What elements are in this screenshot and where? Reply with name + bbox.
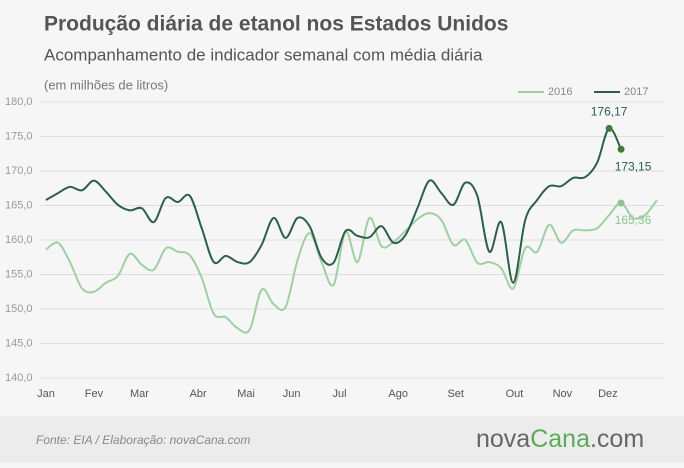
chart-title: Produção diária de etanol nos Estados Un… (44, 13, 508, 36)
legend-label: 2016 (548, 86, 572, 98)
y-tick-label: 145,0 (5, 337, 33, 349)
x-tick-label: Jun (283, 388, 301, 400)
y-tick-label: 165,0 (5, 199, 33, 211)
x-tick-label: Set (447, 388, 464, 400)
point-label: 173,15 (615, 159, 652, 173)
legend-label: 2017 (624, 86, 648, 98)
x-tick-label: Abr (190, 388, 207, 400)
y-tick-label: 170,0 (5, 165, 33, 177)
x-tick-label: Fev (85, 388, 104, 400)
point-label: 176,17 (591, 105, 628, 119)
logo: novaCana.com (476, 425, 644, 453)
y-tick-label: 140,0 (5, 372, 33, 384)
logo-part: .com (590, 425, 644, 453)
highlight-point (617, 145, 625, 153)
y-tick-label: 180,0 (5, 96, 33, 108)
y-tick-label: 155,0 (5, 268, 33, 280)
series-line (45, 199, 658, 334)
x-tick-label: Ago (388, 388, 408, 400)
x-tick-label: Jul (332, 388, 346, 400)
logo-part: Cana (530, 425, 590, 453)
y-tick-label: 175,0 (5, 130, 33, 142)
point-label: 165,36 (615, 213, 652, 227)
unit-note: (em milhões de litros) (44, 77, 168, 92)
x-tick-label: Dez (598, 388, 618, 400)
series-line (45, 127, 622, 284)
source: Fonte: EIA / Elaboração: novaCana.com (36, 433, 250, 447)
y-tick-label: 150,0 (5, 303, 33, 315)
x-tick-label: Mai (237, 388, 255, 400)
chart-subtitle: Acompanhamento de indicador semanal com … (44, 45, 483, 64)
x-tick-label: Mar (130, 388, 149, 400)
highlight-point (605, 124, 613, 132)
x-tick-label: Out (506, 388, 524, 400)
logo-part: nova (476, 425, 530, 453)
highlight-point (617, 199, 625, 207)
footer-band (0, 416, 684, 463)
x-tick-label: Nov (553, 388, 573, 400)
x-tick-label: Jan (37, 388, 55, 400)
y-tick-label: 160,0 (5, 234, 33, 246)
